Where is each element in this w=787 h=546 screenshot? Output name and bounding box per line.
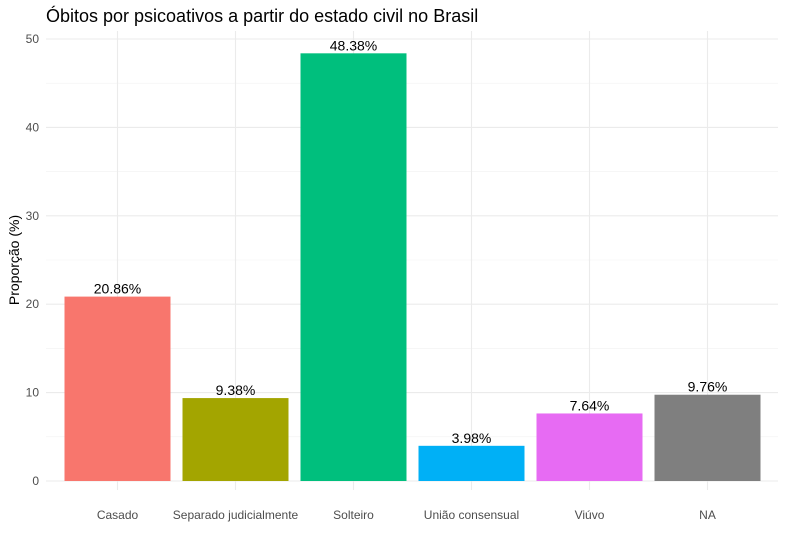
bar-value-label: 48.38% bbox=[330, 37, 377, 53]
bar-value-label: 3.98% bbox=[452, 430, 492, 446]
x-tick-label: Casado bbox=[97, 508, 139, 522]
bars bbox=[64, 53, 761, 481]
y-tick-label: 50 bbox=[26, 32, 40, 46]
bar bbox=[536, 413, 643, 481]
bar-value-label: 7.64% bbox=[570, 397, 610, 413]
bar-value-label: 9.76% bbox=[688, 379, 728, 395]
y-tick-label: 10 bbox=[26, 386, 40, 400]
bar bbox=[654, 394, 761, 481]
x-tick-label: Solteiro bbox=[333, 508, 374, 522]
y-axis: 0 10 20 30 40 50 bbox=[26, 32, 40, 488]
bar bbox=[64, 296, 171, 481]
y-tick-label: 0 bbox=[32, 474, 39, 488]
bar-value-label: 20.86% bbox=[94, 281, 141, 297]
y-tick-label: 20 bbox=[26, 297, 40, 311]
x-tick-label: Separado judicialmente bbox=[173, 508, 299, 522]
y-axis-title: Proporção (%) bbox=[6, 215, 22, 305]
data-labels: 20.86% 9.38% 48.38% 3.98% 7.64% 9.76% bbox=[94, 37, 728, 445]
chart-title: Óbitos por psicoativos a partir do estad… bbox=[46, 5, 478, 26]
x-tick-label: Viúvo bbox=[575, 508, 605, 522]
x-tick-label: União consensual bbox=[424, 508, 519, 522]
x-axis: Casado Separado judicialmente Solteiro Uniã… bbox=[97, 508, 716, 522]
bar bbox=[300, 53, 407, 481]
bar bbox=[182, 398, 289, 481]
y-tick-label: 30 bbox=[26, 209, 40, 223]
bar bbox=[418, 445, 525, 481]
y-tick-label: 40 bbox=[26, 120, 40, 134]
bar-value-label: 9.38% bbox=[216, 382, 256, 398]
x-tick-label: NA bbox=[699, 508, 716, 522]
